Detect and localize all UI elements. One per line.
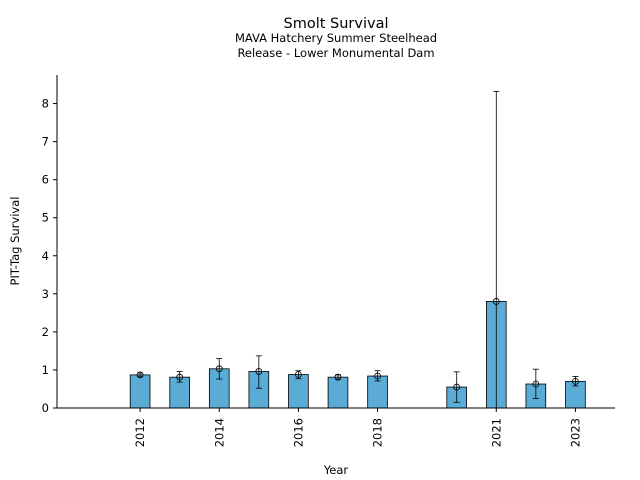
point-2021 [492,298,500,305]
bars-group [129,301,586,409]
point-2022 [532,380,540,388]
x-ticks-group: 2012 2014 2016 2018 2021 2023 [133,408,582,447]
point-2018 [374,372,381,380]
y-axis-label: PIT-Tag Survival [8,197,22,286]
y-tick-label-7: 7 [42,135,49,149]
point-2023 [572,377,579,385]
point-2012 [136,371,144,379]
x-tick-label-2018: 2018 [371,418,385,447]
point-2016 [295,371,302,378]
y-tick-label-4: 4 [42,249,49,263]
x-tick-label-2023: 2023 [568,418,582,447]
x-tick-label-2021: 2021 [489,418,503,447]
point-2014 [215,365,223,373]
y-ticks-group: 0 1 2 3 4 5 6 7 8 [42,97,57,415]
x-tick-label-2014: 2014 [212,418,226,447]
point-2013 [176,373,184,381]
point-2017 [334,373,342,381]
x-tick-label-2012: 2012 [133,418,147,447]
chart-title: Smolt Survival [284,16,389,32]
chart-subtitle-line-2: Release - Lower Monumental Dam [237,46,434,60]
y-tick-label-0: 0 [42,401,49,415]
bar-2017 [327,376,349,409]
y-tick-label-1: 1 [42,363,49,377]
x-tick-label-2016: 2016 [291,418,305,447]
point-2020 [453,383,461,391]
chart-subtitle-line-1: MAVA Hatchery Summer Steelhead [235,31,437,45]
y-tick-label-2: 2 [42,325,49,339]
point-2015 [255,368,263,375]
y-tick-label-6: 6 [42,173,49,187]
bar-2016 [288,374,309,409]
bar-2012 [129,374,151,409]
y-tick-label-5: 5 [42,211,49,225]
error-bars-group [136,90,579,409]
y-tick-label-8: 8 [42,97,49,111]
y-tick-label-3: 3 [42,287,49,301]
x-axis-label: Year [323,463,349,477]
